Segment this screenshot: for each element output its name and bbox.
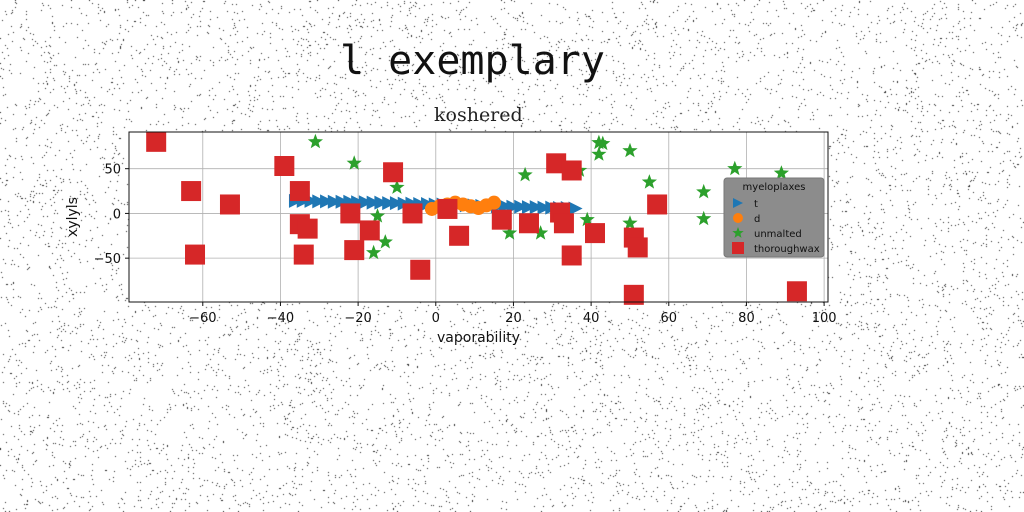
data-point [346,155,362,170]
data-point [773,165,789,180]
data-point [568,201,583,216]
legend: myeloplaxes td unmalted thoroughwax [723,177,825,258]
data-point [561,245,582,266]
data-point [293,244,314,265]
legend-marker [732,227,744,238]
y-tick-label: 0 [113,207,121,222]
data-point [146,131,167,152]
x-tick-label: 0 [432,311,440,326]
legend-entry: unmalted [754,229,802,240]
data-point [185,244,206,265]
data-point [595,135,611,151]
y-axis-label: xylyls [65,197,81,237]
x-tick-label: −40 [267,311,294,326]
data-point [312,194,327,209]
data-point [383,162,404,183]
data-point [219,194,240,215]
data-point [518,213,539,234]
x-tick-label: 40 [583,311,600,326]
legend-entry: d [754,214,760,225]
data-point [389,196,404,211]
legend-entry: thoroughwax [754,244,820,255]
data-point [358,195,373,210]
series-thoroughwax [146,131,807,305]
data-point [514,199,529,214]
data-point [491,209,512,230]
data-point [437,198,458,219]
data-point [546,153,567,174]
data-point [517,166,533,182]
data-point [327,194,342,209]
data-point [389,179,405,194]
data-point [449,225,470,246]
data-point [369,208,386,223]
data-point [297,218,318,239]
data-point [487,195,502,210]
x-tick-label: −20 [344,311,371,326]
data-point [537,200,552,215]
axis-ticks: −60 −40 −20 0 20 40 60 80 100 −50 0 50 [94,163,837,326]
data-point [622,142,638,158]
data-point [181,181,202,202]
chart-title: koshered [434,104,523,126]
data-point [340,203,361,224]
data-point [344,240,365,261]
legend-marker [733,198,743,208]
data-point [289,181,310,202]
data-point [623,284,644,305]
x-tick-label: 60 [661,311,678,326]
x-axis-label: vaporability [437,330,520,346]
data-point [579,211,595,227]
data-point [335,194,350,209]
data-point [502,225,518,240]
data-point [366,244,382,260]
data-point [410,259,431,280]
plot-frame [128,131,829,303]
y-tick-label: −50 [94,252,121,267]
data-point [585,223,605,244]
grid-lines [129,132,828,302]
data-point [374,195,389,210]
data-point [627,237,648,258]
data-point [641,174,657,189]
data-point [382,196,397,211]
data-point [696,210,712,226]
data-point [696,183,712,199]
x-tick-label: −60 [189,311,216,326]
legend-entry: t [754,199,758,210]
data-point [320,194,335,209]
data-point [553,213,574,234]
data-point [366,195,381,210]
data-point [591,146,607,161]
data-point [402,203,423,224]
x-tick-label: 80 [738,311,755,326]
data-point [521,200,536,215]
plot-area [129,132,828,302]
data-point [359,220,380,241]
data-point [622,215,638,230]
legend-title: myeloplaxes [743,182,806,193]
data-point [533,225,549,240]
data-point [274,156,295,176]
figure-suptitle: l exemplary [340,38,605,84]
data-point [786,281,807,302]
data-point [307,133,323,149]
legend-marker [733,213,743,223]
data-point [377,234,393,249]
plot-marks [146,131,807,305]
x-tick-label: 100 [812,311,837,326]
data-point [727,160,743,176]
x-tick-label: 20 [505,311,522,326]
data-point [529,200,544,215]
y-tick-label: 50 [104,163,121,178]
legend-box [723,177,825,258]
data-point [561,160,582,181]
legend-marker [732,242,744,254]
data-point [647,194,668,215]
